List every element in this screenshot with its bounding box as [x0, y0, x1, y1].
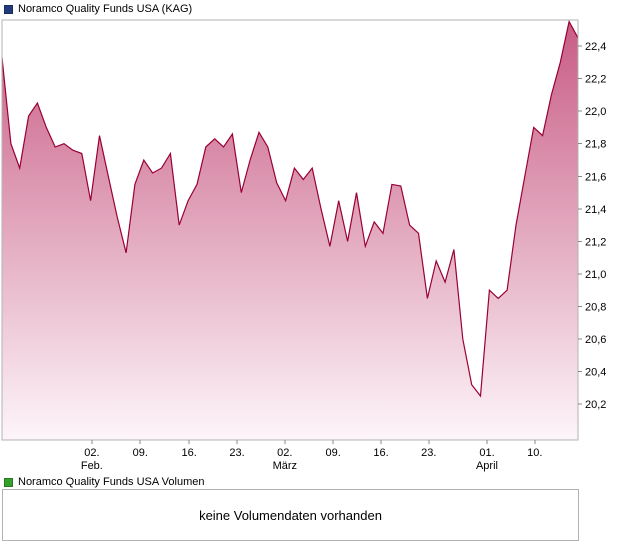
volume-legend-label: Noramco Quality Funds USA Volumen [18, 476, 205, 488]
svg-text:09.: 09. [133, 447, 148, 459]
volume-legend: Noramco Quality Funds USA Volumen [4, 477, 204, 488]
svg-text:16.: 16. [182, 447, 197, 459]
svg-text:21,4: 21,4 [585, 204, 606, 216]
chart-legend: Noramco Quality Funds USA (KAG) [4, 4, 192, 15]
svg-text:April: April [476, 460, 498, 472]
svg-text:21,8: 21,8 [585, 139, 606, 151]
volume-legend-swatch-icon [4, 478, 13, 487]
price-legend-swatch-icon [4, 5, 13, 14]
chart-legend-label: Noramco Quality Funds USA (KAG) [18, 3, 193, 15]
svg-text:Feb.: Feb. [81, 460, 103, 472]
svg-text:März: März [273, 460, 297, 472]
svg-text:02.: 02. [84, 447, 99, 459]
volume-panel: keine Volumendaten vorhanden [2, 489, 579, 541]
svg-text:22,2: 22,2 [585, 74, 606, 86]
svg-text:10.: 10. [527, 447, 542, 459]
svg-text:16.: 16. [373, 447, 388, 459]
svg-text:20,2: 20,2 [585, 399, 606, 411]
svg-text:22,4: 22,4 [585, 41, 606, 53]
svg-text:23.: 23. [421, 447, 436, 459]
svg-text:01.: 01. [479, 447, 494, 459]
svg-text:21,0: 21,0 [585, 269, 606, 281]
svg-text:02.: 02. [277, 447, 292, 459]
svg-text:21,2: 21,2 [585, 236, 606, 248]
svg-text:23.: 23. [229, 447, 244, 459]
svg-text:20,4: 20,4 [585, 367, 606, 379]
svg-text:09.: 09. [326, 447, 341, 459]
svg-text:22,0: 22,0 [585, 106, 606, 118]
price-chart: 20,2 20,4 20,6 20,8 21,0 21,2 21,4 21,6 21,8 22,0… [1, 19, 606, 472]
svg-text:21,6: 21,6 [585, 171, 606, 183]
svg-text:20,6: 20,6 [585, 334, 606, 346]
no-volume-message: keine Volumendaten vorhanden [199, 507, 382, 523]
svg-text:20,8: 20,8 [585, 302, 606, 314]
